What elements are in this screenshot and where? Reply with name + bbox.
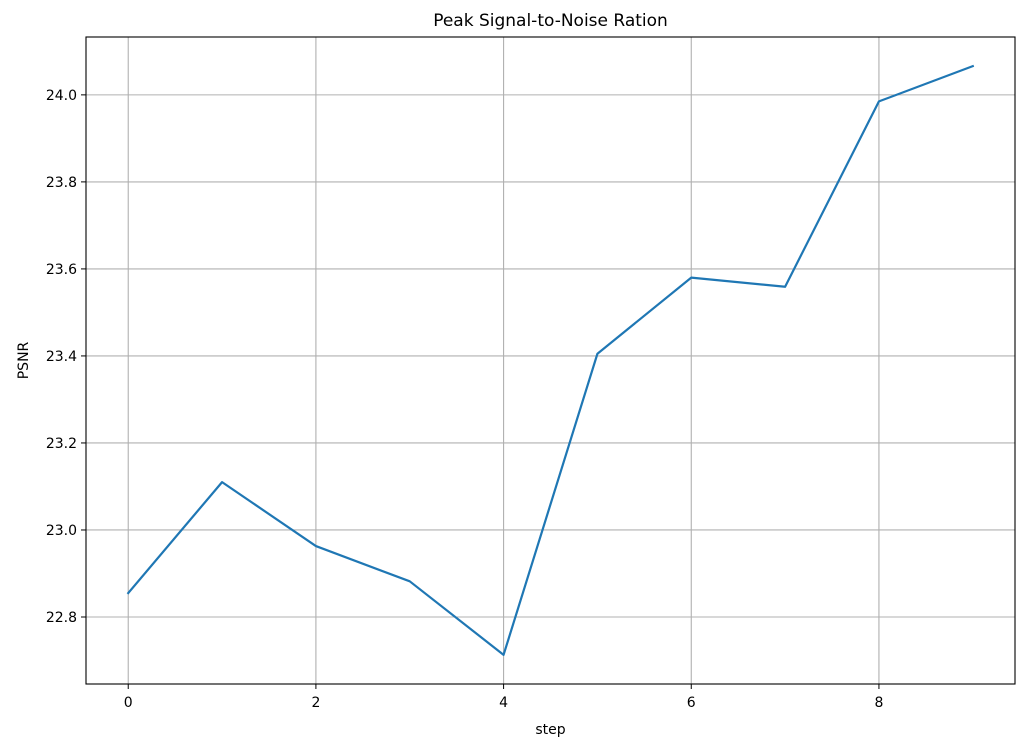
y-tick-label: 24.0 — [46, 88, 77, 104]
ticks: 0 2 4 6 8 22.8 23.0 23.2 23.4 23.6 23.8 24.0 — [46, 88, 884, 711]
x-tick-label: 8 — [874, 695, 883, 711]
y-tick-label: 23.4 — [46, 349, 77, 365]
x-tick-label: 2 — [311, 695, 320, 711]
y-tick-label: 23.8 — [46, 175, 77, 191]
y-tick-label: 23.2 — [46, 436, 77, 452]
chart-title: Peak Signal-to-Noise Ration — [433, 11, 668, 31]
series-line — [126, 64, 975, 656]
y-tick-label: 23.6 — [46, 262, 77, 278]
plot-frame — [85, 36, 1016, 685]
x-axis-label: step — [535, 722, 565, 738]
series-layer — [126, 64, 975, 656]
x-tick-label: 4 — [499, 695, 508, 711]
x-tick-label: 0 — [124, 695, 133, 711]
grid — [86, 37, 1015, 684]
x-tick-label: 6 — [687, 695, 696, 711]
y-tick-label: 23.0 — [46, 523, 77, 539]
y-tick-label: 22.8 — [46, 610, 77, 626]
y-axis-label: PSNR — [16, 341, 32, 379]
